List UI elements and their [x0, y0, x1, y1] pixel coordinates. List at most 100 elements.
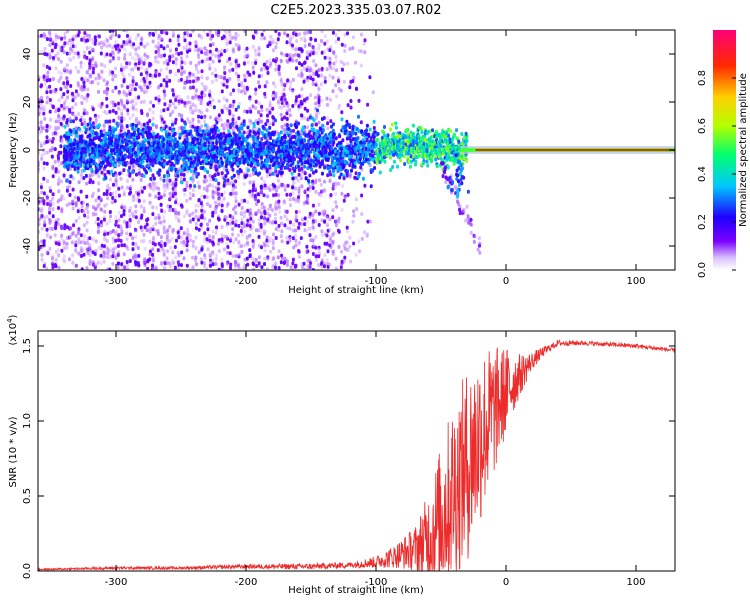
spectrogram-cell	[134, 197, 138, 202]
spectrogram-cell	[122, 116, 126, 121]
spectrogram-cell	[140, 228, 144, 233]
spectrogram-cell	[39, 185, 43, 190]
spectrogram-cell	[322, 264, 326, 269]
spectrogram-cell	[303, 61, 306, 65]
spectrogram-cell	[194, 209, 198, 213]
spectrogram-cell	[93, 35, 97, 40]
spectrogram-cell	[242, 130, 246, 135]
spectrogram-cell	[111, 52, 115, 57]
spectrogram-cell	[65, 120, 69, 125]
spectrogram-cell	[138, 129, 142, 133]
spectrogram-cell	[173, 137, 177, 142]
spectrogram-cell	[222, 153, 226, 157]
spectrogram-cell	[220, 174, 224, 179]
spectrogram-cell	[63, 223, 67, 228]
spectrogram-cell	[197, 119, 200, 124]
spectrogram-cell	[93, 41, 97, 46]
spectrogram-cell	[277, 67, 281, 72]
spectrogram-cell	[203, 231, 207, 236]
spectrogram-cell	[48, 217, 51, 222]
spectrogram-cell	[191, 102, 195, 107]
spectrogram-cell	[208, 183, 212, 188]
spectrogram-cell	[303, 216, 307, 221]
spectrogram-cell	[277, 32, 281, 36]
spectrogram-cell	[371, 90, 375, 95]
spectrogram-cell	[50, 89, 54, 94]
spectrogram-cell	[251, 244, 255, 249]
spectrogram-cell	[122, 56, 126, 61]
spectrogram-cell	[249, 109, 253, 114]
spectrogram-cell	[151, 224, 155, 229]
spectrogram-cell	[229, 62, 233, 66]
spectrogram-cell	[143, 263, 147, 268]
spectrogram-cell	[216, 172, 220, 176]
spectrogram-cell	[134, 209, 138, 214]
spectrogram-cell	[171, 190, 175, 195]
spectrogram-cell	[106, 183, 110, 188]
spectrogram-cell	[185, 54, 189, 59]
spectrogram-cell	[220, 267, 224, 270]
spectrogram-cell	[79, 249, 83, 253]
spectrogram-cell	[236, 33, 240, 38]
spectrogram-cell	[305, 67, 309, 72]
spectrogram-cell	[69, 166, 73, 171]
spectrogram-cell	[159, 202, 163, 207]
spectrogram-cell	[203, 119, 206, 124]
spectrogram-cell	[202, 146, 206, 151]
spectrogram-cell	[309, 93, 313, 98]
spectrogram-cell	[65, 241, 69, 246]
spectrogram-cell	[105, 238, 109, 243]
spectrogram-cell	[196, 77, 200, 82]
spectrogram-cell	[199, 124, 203, 129]
spectrogram-cell	[151, 252, 155, 257]
spectrogram-cell	[228, 76, 232, 81]
spectrogram-cell	[142, 76, 146, 81]
spectrogram-cell	[363, 230, 366, 235]
spectrogram-cell	[320, 189, 324, 194]
spectrogram-cell	[142, 122, 146, 127]
spectrogram-cell	[128, 91, 132, 96]
spectrogram-cell	[140, 122, 144, 127]
spectrogram-cell	[57, 242, 61, 247]
spectrogram-cell	[96, 229, 100, 234]
spectrogram-cell	[217, 267, 221, 270]
spectrogram-cell	[220, 237, 224, 242]
spectrogram-cell	[69, 226, 73, 231]
spectrogram-cell	[253, 194, 257, 198]
spectrogram-cell	[208, 234, 212, 239]
spectrogram-cell	[205, 178, 209, 183]
spectrogram-cell	[191, 30, 195, 34]
spectrogram-cell	[160, 30, 164, 35]
spectrogram-cell	[317, 262, 321, 267]
spectrogram-cell	[325, 67, 329, 72]
spectrogram-cell	[230, 122, 234, 127]
spectrogram-cell	[285, 192, 289, 197]
spectrogram-cell	[125, 30, 129, 33]
spectrogram-cell	[131, 113, 135, 118]
spectrogram-cell	[105, 87, 109, 92]
spectrogram-cell	[223, 190, 227, 195]
spectrogram-cell	[311, 225, 315, 230]
spectrogram-cell	[137, 253, 141, 258]
spectrogram-cell	[266, 194, 270, 199]
spectrogram-cell	[303, 222, 307, 227]
spectrogram-cell	[268, 64, 272, 69]
spectrogram-cell	[220, 89, 224, 94]
spectrogram-cell	[146, 217, 150, 222]
spectrogram-cell	[114, 245, 118, 250]
spectrogram-cell	[214, 231, 218, 236]
spectrogram-cell	[285, 217, 289, 222]
spectrogram-cell	[162, 78, 166, 83]
spectrogram-cell	[329, 193, 333, 197]
spectrogram-cell	[73, 195, 77, 200]
spectrogram-cell	[205, 52, 209, 57]
spectrogram-cell	[271, 246, 275, 251]
spectrogram-cell	[255, 202, 258, 206]
spectrogram-cell	[202, 179, 206, 184]
spectrogram-cell	[54, 53, 58, 58]
spectrogram-cell	[288, 87, 292, 91]
spectrogram-cell	[162, 185, 166, 190]
spectrogram-cell	[179, 63, 183, 68]
spectrogram-cell	[318, 178, 322, 183]
